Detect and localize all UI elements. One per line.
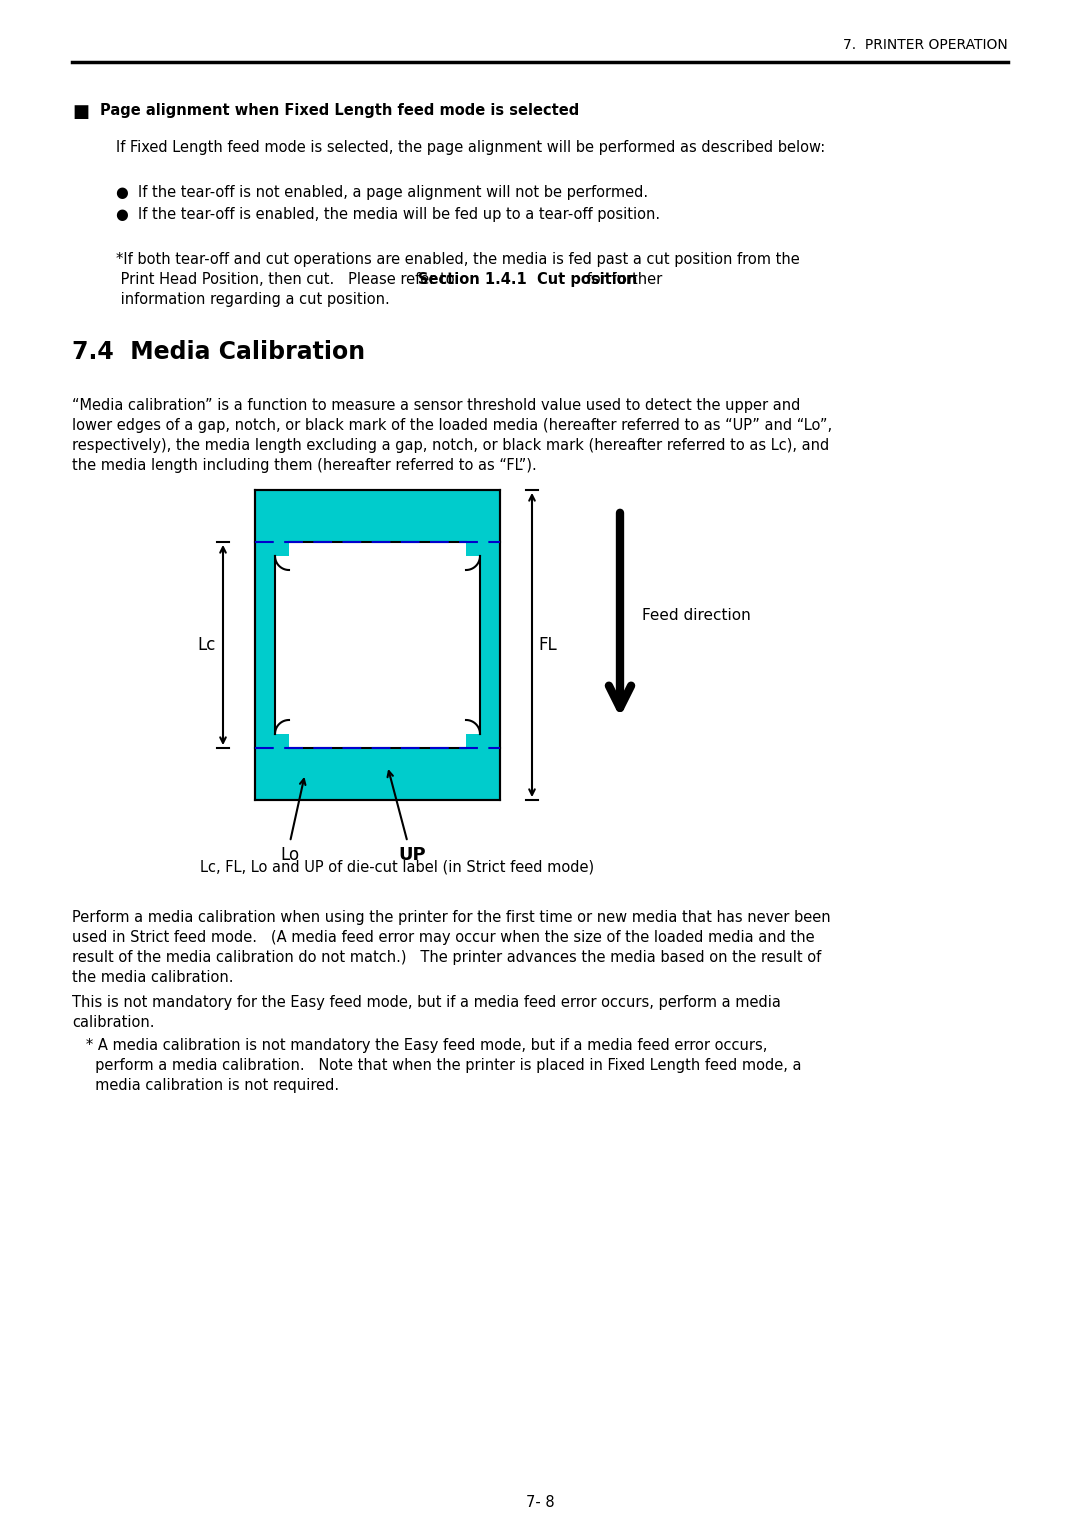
Text: ■: ■ (72, 102, 89, 121)
Text: If Fixed Length feed mode is selected, the page alignment will be performed as d: If Fixed Length feed mode is selected, t… (116, 141, 825, 154)
Text: information regarding a cut position.: information regarding a cut position. (116, 292, 390, 307)
Text: respectively), the media length excluding a gap, notch, or black mark (hereafter: respectively), the media length excludin… (72, 439, 829, 452)
Text: used in Strict feed mode.   (A media feed error may occur when the size of the l: used in Strict feed mode. (A media feed … (72, 931, 814, 944)
Text: ●  If the tear-off is not enabled, a page alignment will not be performed.: ● If the tear-off is not enabled, a page… (116, 185, 648, 200)
Text: 7.  PRINTER OPERATION: 7. PRINTER OPERATION (843, 38, 1008, 52)
Text: This is not mandatory for the Easy feed mode, but if a media feed error occurs, : This is not mandatory for the Easy feed … (72, 995, 781, 1010)
Text: *If both tear-off and cut operations are enabled, the media is fed past a cut po: *If both tear-off and cut operations are… (116, 252, 800, 267)
Text: 7- 8: 7- 8 (526, 1494, 554, 1510)
Text: Lc: Lc (198, 636, 216, 654)
Text: Lo: Lo (281, 847, 299, 863)
Text: the media length including them (hereafter referred to as “FL”).: the media length including them (hereaft… (72, 458, 537, 474)
Text: Lc, FL, Lo and UP of die-cut label (in Strict feed mode): Lc, FL, Lo and UP of die-cut label (in S… (201, 860, 595, 876)
Text: media calibration is not required.: media calibration is not required. (72, 1077, 339, 1093)
Text: Page alignment when Fixed Length feed mode is selected: Page alignment when Fixed Length feed mo… (100, 102, 579, 118)
Text: Perform a media calibration when using the printer for the first time or new med: Perform a media calibration when using t… (72, 911, 831, 924)
Text: FL: FL (539, 636, 557, 654)
Bar (465, 542, 480, 556)
Bar (275, 733, 289, 749)
Text: 7.4  Media Calibration: 7.4 Media Calibration (72, 341, 365, 364)
Text: Print Head Position, then cut.   Please refer to: Print Head Position, then cut. Please re… (116, 272, 459, 287)
Text: * A media calibration is not mandatory the Easy feed mode, but if a media feed e: * A media calibration is not mandatory t… (72, 1038, 768, 1053)
Text: calibration.: calibration. (72, 1015, 154, 1030)
Bar (255, 490, 500, 801)
Text: Section 1.4.1  Cut position: Section 1.4.1 Cut position (419, 272, 638, 287)
Text: lower edges of a gap, notch, or black mark of the loaded media (hereafter referr: lower edges of a gap, notch, or black ma… (72, 419, 832, 432)
Bar (465, 733, 480, 749)
Text: “Media calibration” is a function to measure a sensor threshold value used to de: “Media calibration” is a function to mea… (72, 397, 800, 413)
Text: UP: UP (399, 847, 427, 863)
Text: the media calibration.: the media calibration. (72, 970, 233, 986)
Text: perform a media calibration.   Note that when the printer is placed in Fixed Len: perform a media calibration. Note that w… (72, 1057, 801, 1073)
Text: ●  If the tear-off is enabled, the media will be fed up to a tear-off position.: ● If the tear-off is enabled, the media … (116, 206, 660, 222)
Text: result of the media calibration do not match.)   The printer advances the media : result of the media calibration do not m… (72, 950, 821, 966)
Bar (275, 542, 480, 749)
Bar (275, 542, 289, 556)
Text: Feed direction: Feed direction (642, 608, 751, 622)
Text: for further: for further (582, 272, 662, 287)
